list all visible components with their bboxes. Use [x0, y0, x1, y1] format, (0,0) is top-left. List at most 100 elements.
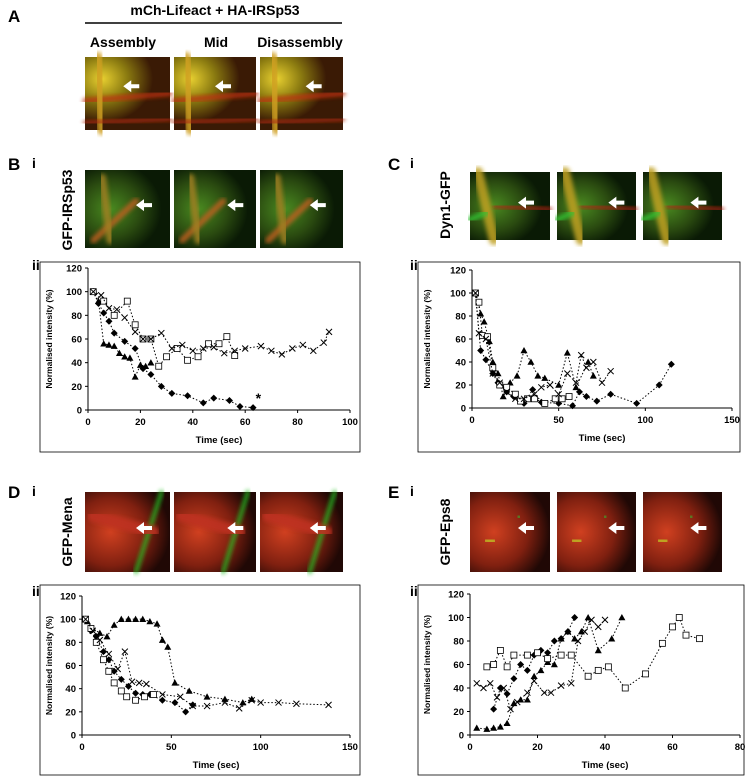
marker	[184, 356, 191, 364]
marker	[517, 661, 525, 668]
marker	[510, 699, 518, 707]
marker	[185, 687, 193, 694]
marker	[572, 383, 580, 391]
chart-frame	[39, 261, 361, 453]
marker	[530, 672, 538, 680]
x-tick-label: 150	[342, 742, 358, 753]
marker	[105, 656, 113, 664]
marker	[96, 636, 104, 644]
micrograph-feature	[492, 204, 552, 212]
marker	[325, 328, 333, 336]
marker	[503, 663, 511, 671]
micrograph-feature	[83, 117, 172, 125]
marker	[121, 353, 129, 360]
micrograph-feature	[554, 209, 576, 223]
marker	[507, 705, 514, 713]
marker	[582, 393, 590, 400]
marker	[110, 621, 118, 628]
micrograph-feature	[267, 52, 282, 135]
micrograph-feature	[258, 117, 345, 125]
micrograph-feature	[98, 173, 115, 245]
marker	[490, 705, 498, 713]
arrow	[136, 199, 152, 212]
marker	[675, 614, 683, 621]
marker	[103, 633, 111, 640]
marker	[278, 351, 286, 358]
x-axis-label: Time (sec)	[579, 433, 626, 444]
marker	[268, 347, 275, 355]
micrograph-bg	[470, 492, 550, 572]
marker	[530, 677, 538, 685]
subpanel-label: ii	[32, 583, 40, 599]
micrograph	[174, 170, 256, 248]
marker	[105, 667, 113, 675]
marker	[496, 647, 504, 654]
marker	[534, 649, 541, 657]
micrograph	[85, 490, 170, 574]
stage-label: Mid	[204, 34, 228, 50]
marker	[235, 705, 243, 712]
marker	[248, 696, 256, 704]
marker	[483, 663, 491, 671]
micrograph-feature	[559, 167, 586, 245]
marker	[158, 696, 166, 704]
marker	[642, 670, 649, 678]
arrow	[227, 199, 244, 212]
marker	[176, 693, 184, 701]
marker	[105, 650, 113, 658]
marker	[257, 342, 265, 350]
marker	[115, 349, 123, 356]
marker	[89, 288, 97, 296]
y-tick-label: 60	[455, 335, 466, 346]
marker	[589, 358, 597, 366]
micrograph	[470, 492, 550, 572]
marker	[173, 345, 181, 352]
panel-title: mCh-Lifeact + HA-IRSp53	[130, 2, 299, 18]
marker	[633, 399, 641, 407]
marker	[565, 393, 573, 400]
marker	[589, 372, 597, 379]
micrograph	[467, 167, 552, 245]
x-tick-label: 50	[166, 742, 177, 753]
marker	[110, 667, 118, 675]
subpanel-label: i	[410, 483, 414, 499]
x-tick-label: 0	[85, 417, 90, 428]
marker	[150, 691, 157, 698]
marker	[117, 675, 125, 683]
x-tick-label: 100	[342, 417, 358, 428]
marker	[588, 616, 595, 624]
marker	[275, 699, 282, 706]
marker	[523, 651, 531, 659]
arrow	[518, 196, 534, 209]
panel-label: C	[388, 155, 400, 174]
series-line	[486, 616, 700, 689]
marker	[189, 347, 197, 355]
arrow	[608, 522, 625, 534]
micrograph-feature	[482, 536, 498, 546]
marker	[557, 651, 565, 659]
marker	[89, 627, 97, 635]
marker	[575, 388, 583, 396]
marker	[531, 395, 538, 403]
marker	[110, 342, 118, 349]
subpanel-label: i	[32, 155, 36, 171]
arrow	[123, 80, 140, 93]
marker	[194, 353, 202, 361]
marker	[550, 637, 558, 645]
micrograph	[174, 490, 256, 574]
marker	[257, 699, 265, 706]
marker	[503, 719, 511, 727]
marker	[136, 361, 144, 368]
marker	[225, 397, 233, 405]
x-tick-label: 20	[135, 417, 146, 428]
y-tick-label: 100	[60, 615, 76, 626]
micrograph-feature	[568, 536, 585, 546]
marker	[124, 615, 132, 622]
marker	[146, 617, 154, 625]
y-tick-label: 0	[77, 406, 82, 417]
subpanel-label: ii	[32, 257, 40, 273]
marker	[123, 693, 131, 701]
marker	[593, 397, 601, 405]
marker	[510, 675, 518, 683]
marker	[503, 690, 511, 698]
